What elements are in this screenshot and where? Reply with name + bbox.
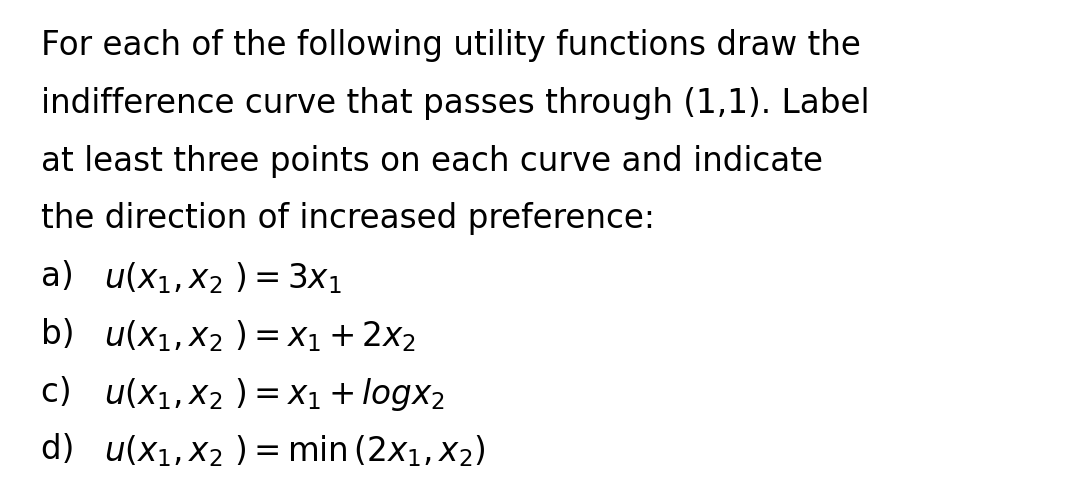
Text: For each of the following utility functions draw the: For each of the following utility functi… — [41, 29, 861, 62]
Text: $u(x_1, x_2\ ) = 3x_1$: $u(x_1, x_2\ ) = 3x_1$ — [104, 260, 341, 295]
Text: b): b) — [41, 317, 85, 350]
Text: $u(x_1, x_2\ ) = \mathrm{min}\,(2x_1, x_2)$: $u(x_1, x_2\ ) = \mathrm{min}\,(2x_1, x_… — [104, 432, 485, 468]
Text: $u(x_1, x_2\ ) = x_1 + \mathit{log}x_2$: $u(x_1, x_2\ ) = x_1 + \mathit{log}x_2$ — [104, 375, 445, 412]
Text: $u(x_1, x_2\ ) = x_1 + 2x_2$: $u(x_1, x_2\ ) = x_1 + 2x_2$ — [104, 317, 416, 353]
Text: the direction of increased preference:: the direction of increased preference: — [41, 202, 654, 235]
Text: d): d) — [41, 432, 85, 465]
Text: a): a) — [41, 260, 84, 292]
Text: c): c) — [41, 375, 82, 407]
Text: at least three points on each curve and indicate: at least three points on each curve and … — [41, 144, 823, 177]
Text: indifference curve that passes through (1,1). Label: indifference curve that passes through (… — [41, 87, 869, 120]
